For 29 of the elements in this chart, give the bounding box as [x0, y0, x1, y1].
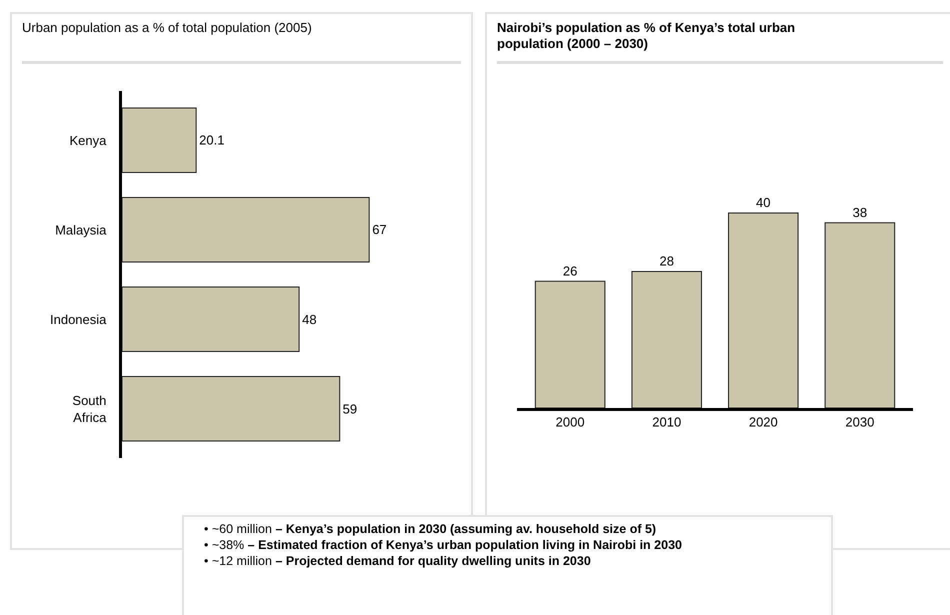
x-tick-label: 2020 — [748, 414, 778, 430]
bar — [534, 280, 606, 408]
data-label: 67 — [372, 222, 387, 238]
bar — [122, 108, 197, 173]
x-tick-label: 2030 — [845, 414, 874, 430]
data-label: 40 — [756, 195, 771, 210]
y-tick-label: South Africa — [72, 392, 108, 425]
y-tick-label: Indonesia — [50, 312, 108, 327]
text: • ~60 million – Kenya’s population in 2030 (assuming av. household size of 5) — [204, 522, 656, 536]
bar — [122, 197, 370, 262]
bar — [631, 271, 702, 408]
y-tick-label: Malaysia — [55, 222, 108, 238]
data-label: 48 — [302, 312, 317, 327]
text: • ~12 million – Projected demand for quality dwelling units in 2030 — [204, 554, 591, 568]
text: • ~38% – Estimated fraction of Kenya’s urban population living in Nairobi in 2030 — [204, 538, 682, 552]
bar — [824, 222, 896, 408]
data-label: 26 — [562, 263, 578, 278]
y-tick-label: Kenya — [70, 132, 108, 148]
bar — [122, 376, 340, 442]
data-label: 38 — [852, 204, 868, 220]
x-tick-label: 2000 — [556, 414, 585, 430]
chart-title: Nairobi’s population as % of Kenya’s total urban population (2000 – 2030) — [497, 20, 943, 64]
chart-title: Urban population as a % of total population (2005) — [22, 20, 461, 64]
bar — [122, 286, 300, 352]
data-label: 28 — [659, 254, 674, 268]
data-label: 20.1 — [199, 132, 224, 148]
bar — [728, 212, 799, 408]
x-tick-label: 2010 — [652, 414, 682, 430]
data-label: 59 — [342, 401, 358, 416]
